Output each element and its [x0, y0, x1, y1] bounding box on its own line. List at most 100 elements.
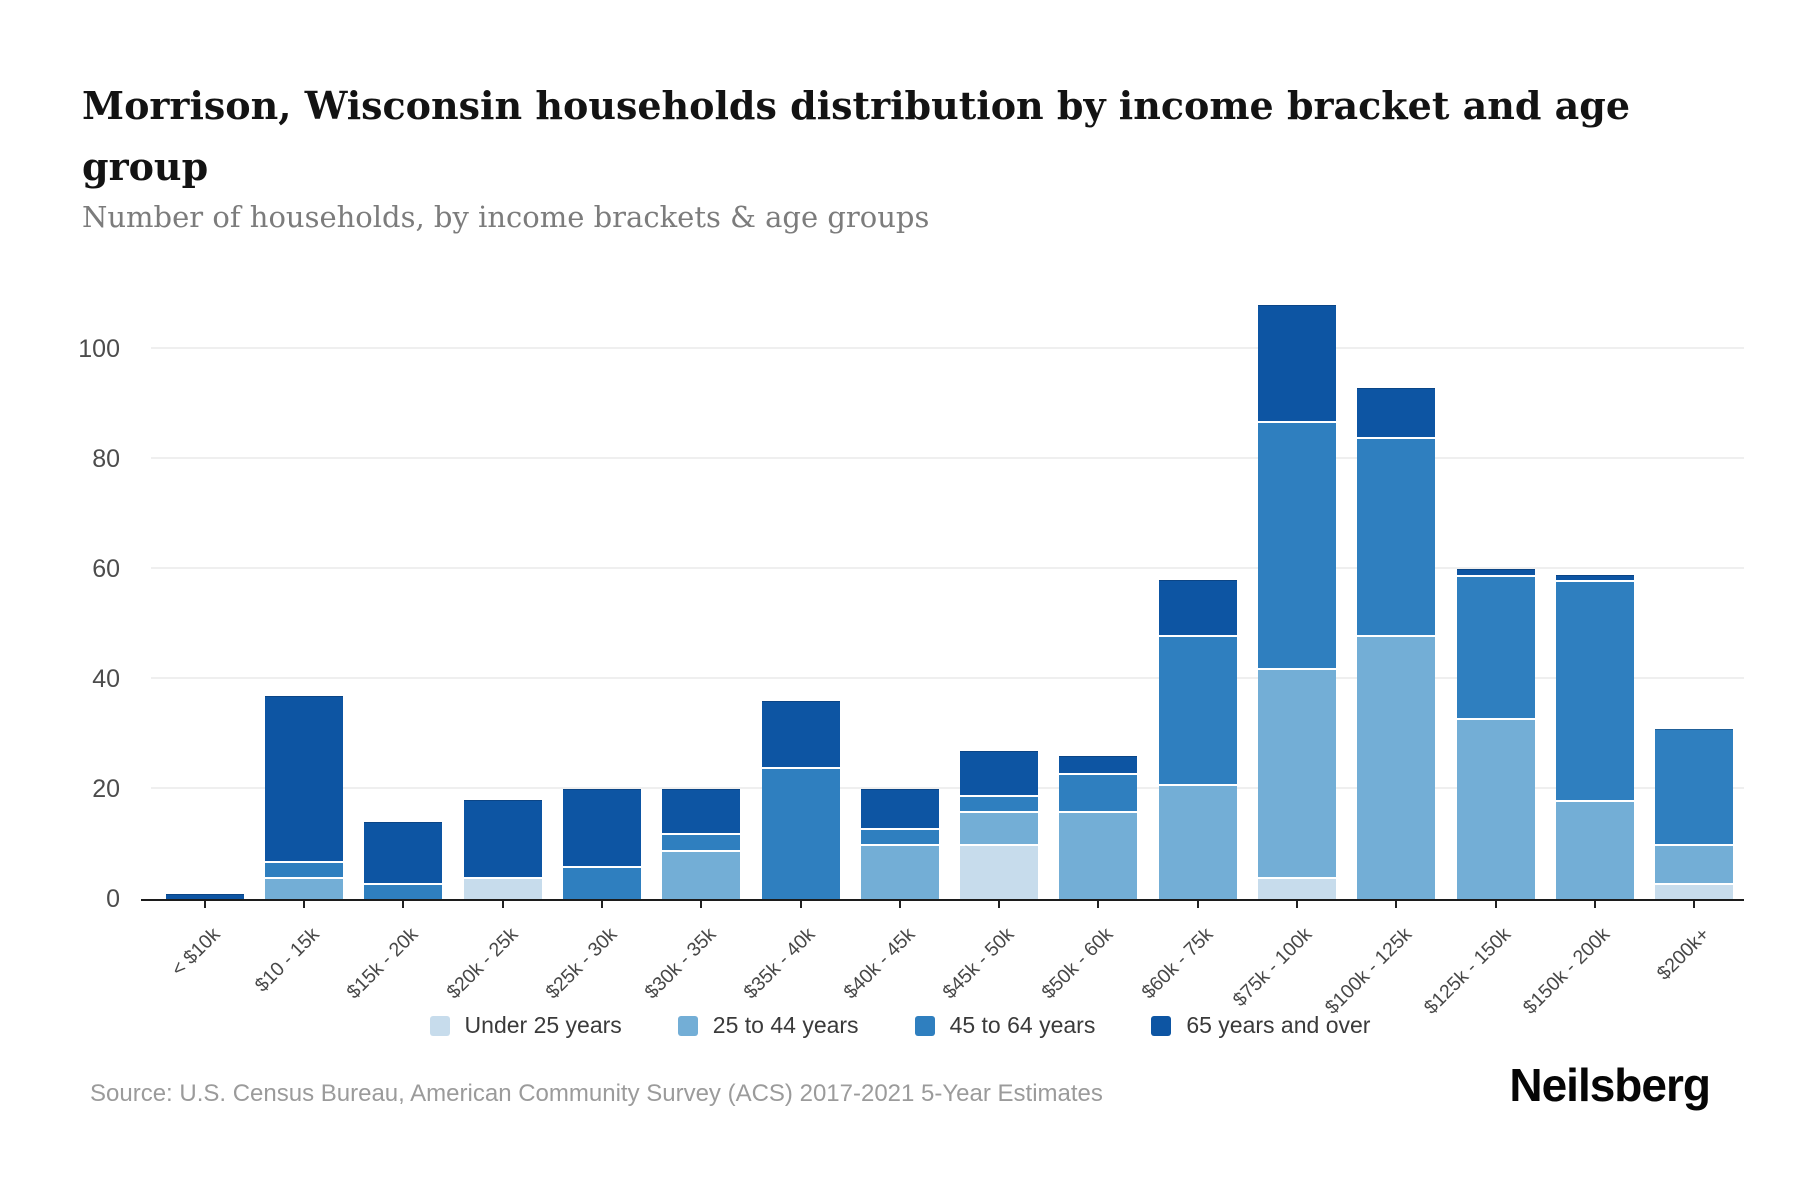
chart-legend: Under 25 years 25 to 44 years 45 to 64 yea… [0, 1012, 1800, 1039]
bar-segment-45-to-64-years-10-15k[interactable] [264, 860, 343, 877]
bar-segment-45-to-64-years-200k[interactable] [1655, 728, 1734, 844]
bar-segment-65-years-and-over-75k-100k[interactable] [1258, 305, 1337, 421]
x-axis-tick-125k-150k [1494, 901, 1497, 908]
legend-item-under-25-years[interactable]: Under 25 years [429, 1012, 622, 1039]
bar-slot-20k-25k [453, 280, 552, 899]
bar-segment-65-years-and-over-10-15k[interactable] [264, 695, 343, 861]
bar-segment-25-to-44-years-50k-60k[interactable] [1059, 811, 1138, 899]
bar-segment-25-to-44-years-60k-75k[interactable] [1158, 783, 1237, 899]
bar-segment-45-to-64-years-35k-40k[interactable] [761, 767, 840, 899]
bar-segment-65-years-and-over-100k-125k[interactable] [1357, 387, 1436, 437]
bar-slot-40k-45k [850, 280, 949, 899]
bar-45k-50k[interactable] [960, 750, 1039, 899]
bar-30k-35k[interactable] [662, 789, 741, 899]
legend-swatch-45-to-64-years [914, 1015, 935, 1036]
bar-segment-25-to-44-years-200k[interactable] [1655, 844, 1734, 883]
bar-segment-45-to-64-years-30k-35k[interactable] [662, 833, 741, 850]
bar-15k-20k[interactable] [364, 822, 443, 899]
bar-35k-40k[interactable] [761, 701, 840, 899]
bars-container [155, 280, 1744, 899]
x-axis-label-15k-20k: $15k - 20k [342, 923, 423, 1004]
legend-item-25-to-44-years[interactable]: 25 to 44 years [677, 1012, 859, 1039]
bar-10k[interactable] [165, 893, 244, 899]
gridline-y-60 [151, 567, 1744, 569]
bar-segment-25-to-44-years-10-15k[interactable] [264, 877, 343, 899]
x-axis-label-75k-100k: $75k - 100k [1228, 923, 1317, 1011]
bar-segment-45-to-64-years-50k-60k[interactable] [1059, 772, 1138, 811]
bar-segment-65-years-and-over-50k-60k[interactable] [1059, 756, 1138, 773]
x-axis-tick-35k-40k [799, 901, 802, 908]
bar-segment-45-to-64-years-125k-150k[interactable] [1456, 574, 1535, 718]
bar-75k-100k[interactable] [1258, 305, 1337, 899]
x-axis-tick-100k-125k [1395, 901, 1398, 908]
bar-10-15k[interactable] [264, 695, 343, 899]
bar-segment-under-25-years-75k-100k[interactable] [1258, 877, 1337, 899]
legend-swatch-under-25-years [429, 1015, 450, 1036]
bar-slot-200k [1645, 280, 1744, 899]
bar-segment-25-to-44-years-125k-150k[interactable] [1456, 717, 1535, 899]
bar-slot-75k-100k [1247, 280, 1346, 899]
y-axis-tick-label-100: 100 [78, 335, 120, 363]
bar-150k-200k[interactable] [1556, 574, 1635, 899]
x-axis-label-30k-35k: $30k - 35k [640, 923, 721, 1004]
x-axis-label-20k-25k: $20k - 25k [442, 923, 523, 1004]
legend-item-45-to-64-years[interactable]: 45 to 64 years [914, 1012, 1095, 1039]
bar-segment-45-to-64-years-25k-30k[interactable] [562, 866, 641, 899]
legend-swatch-65-years-and-over [1151, 1015, 1172, 1036]
bar-segment-65-years-and-over-150k-200k[interactable] [1556, 574, 1635, 580]
bar-200k[interactable] [1655, 728, 1734, 899]
bar-segment-45-to-64-years-75k-100k[interactable] [1258, 420, 1337, 668]
bar-40k-45k[interactable] [860, 789, 939, 899]
bar-segment-25-to-44-years-100k-125k[interactable] [1357, 635, 1436, 899]
bar-slot-60k-75k [1148, 280, 1247, 899]
bar-segment-65-years-and-over-45k-50k[interactable] [960, 750, 1039, 795]
bar-20k-25k[interactable] [463, 800, 542, 899]
legend-label-under-25-years: Under 25 years [464, 1012, 622, 1038]
page-title: Morrison, Wisconsin households distribut… [82, 83, 1631, 190]
x-axis-tick-45k-50k [998, 901, 1001, 908]
x-axis-label-25k-30k: $25k - 30k [541, 923, 622, 1004]
gridline-y-20 [151, 787, 1744, 789]
bar-segment-25-to-44-years-30k-35k[interactable] [662, 849, 741, 899]
x-axis-label-10-15k: $10 - 15k [250, 923, 324, 997]
bar-slot-35k-40k [751, 280, 850, 899]
bar-segment-45-to-64-years-150k-200k[interactable] [1556, 580, 1635, 800]
bar-segment-45-to-64-years-15k-20k[interactable] [364, 882, 443, 899]
bar-125k-150k[interactable] [1456, 569, 1535, 899]
bar-segment-25-to-44-years-75k-100k[interactable] [1258, 668, 1337, 877]
bar-slot-15k-20k [354, 280, 453, 899]
gridline-y-40 [151, 677, 1744, 679]
legend-item-65-years-and-over[interactable]: 65 years and over [1151, 1012, 1370, 1039]
bar-segment-65-years-and-over-25k-30k[interactable] [562, 789, 641, 866]
bar-segment-under-25-years-20k-25k[interactable] [463, 877, 542, 899]
bar-segment-45-to-64-years-45k-50k[interactable] [960, 794, 1039, 811]
bar-segment-under-25-years-45k-50k[interactable] [960, 844, 1039, 899]
bar-25k-30k[interactable] [562, 789, 641, 899]
bar-segment-65-years-and-over-10k[interactable] [165, 893, 244, 899]
bar-segment-65-years-and-over-40k-45k[interactable] [860, 789, 939, 828]
bar-segment-45-to-64-years-40k-45k[interactable] [860, 827, 939, 844]
bar-segment-65-years-and-over-20k-25k[interactable] [463, 800, 542, 877]
bar-50k-60k[interactable] [1059, 756, 1138, 899]
bar-segment-65-years-and-over-30k-35k[interactable] [662, 789, 741, 833]
legend-label-65-years-and-over: 65 years and over [1186, 1012, 1371, 1038]
bar-segment-65-years-and-over-125k-150k[interactable] [1456, 569, 1535, 575]
bar-slot-45k-50k [950, 280, 1049, 899]
bar-slot-150k-200k [1545, 280, 1644, 899]
bar-segment-65-years-and-over-35k-40k[interactable] [761, 701, 840, 767]
x-axis-label-10k: < $10k [166, 923, 225, 981]
bar-segment-25-to-44-years-40k-45k[interactable] [860, 844, 939, 899]
bar-100k-125k[interactable] [1357, 387, 1436, 899]
x-axis-label-50k-60k: $50k - 60k [1037, 923, 1118, 1004]
x-axis-label-125k-150k: $125k - 150k [1419, 923, 1516, 1019]
x-axis-tick-60k-75k [1196, 901, 1199, 908]
bar-segment-45-to-64-years-60k-75k[interactable] [1158, 635, 1237, 784]
bar-segment-25-to-44-years-45k-50k[interactable] [960, 811, 1039, 844]
bar-segment-65-years-and-over-60k-75k[interactable] [1158, 580, 1237, 635]
bar-segment-under-25-years-200k[interactable] [1655, 882, 1734, 899]
bar-segment-65-years-and-over-15k-20k[interactable] [364, 822, 443, 883]
bar-segment-45-to-64-years-100k-125k[interactable] [1357, 437, 1436, 635]
bar-slot-100k-125k [1347, 280, 1446, 899]
bar-60k-75k[interactable] [1158, 580, 1237, 899]
bar-segment-25-to-44-years-150k-200k[interactable] [1556, 800, 1635, 899]
